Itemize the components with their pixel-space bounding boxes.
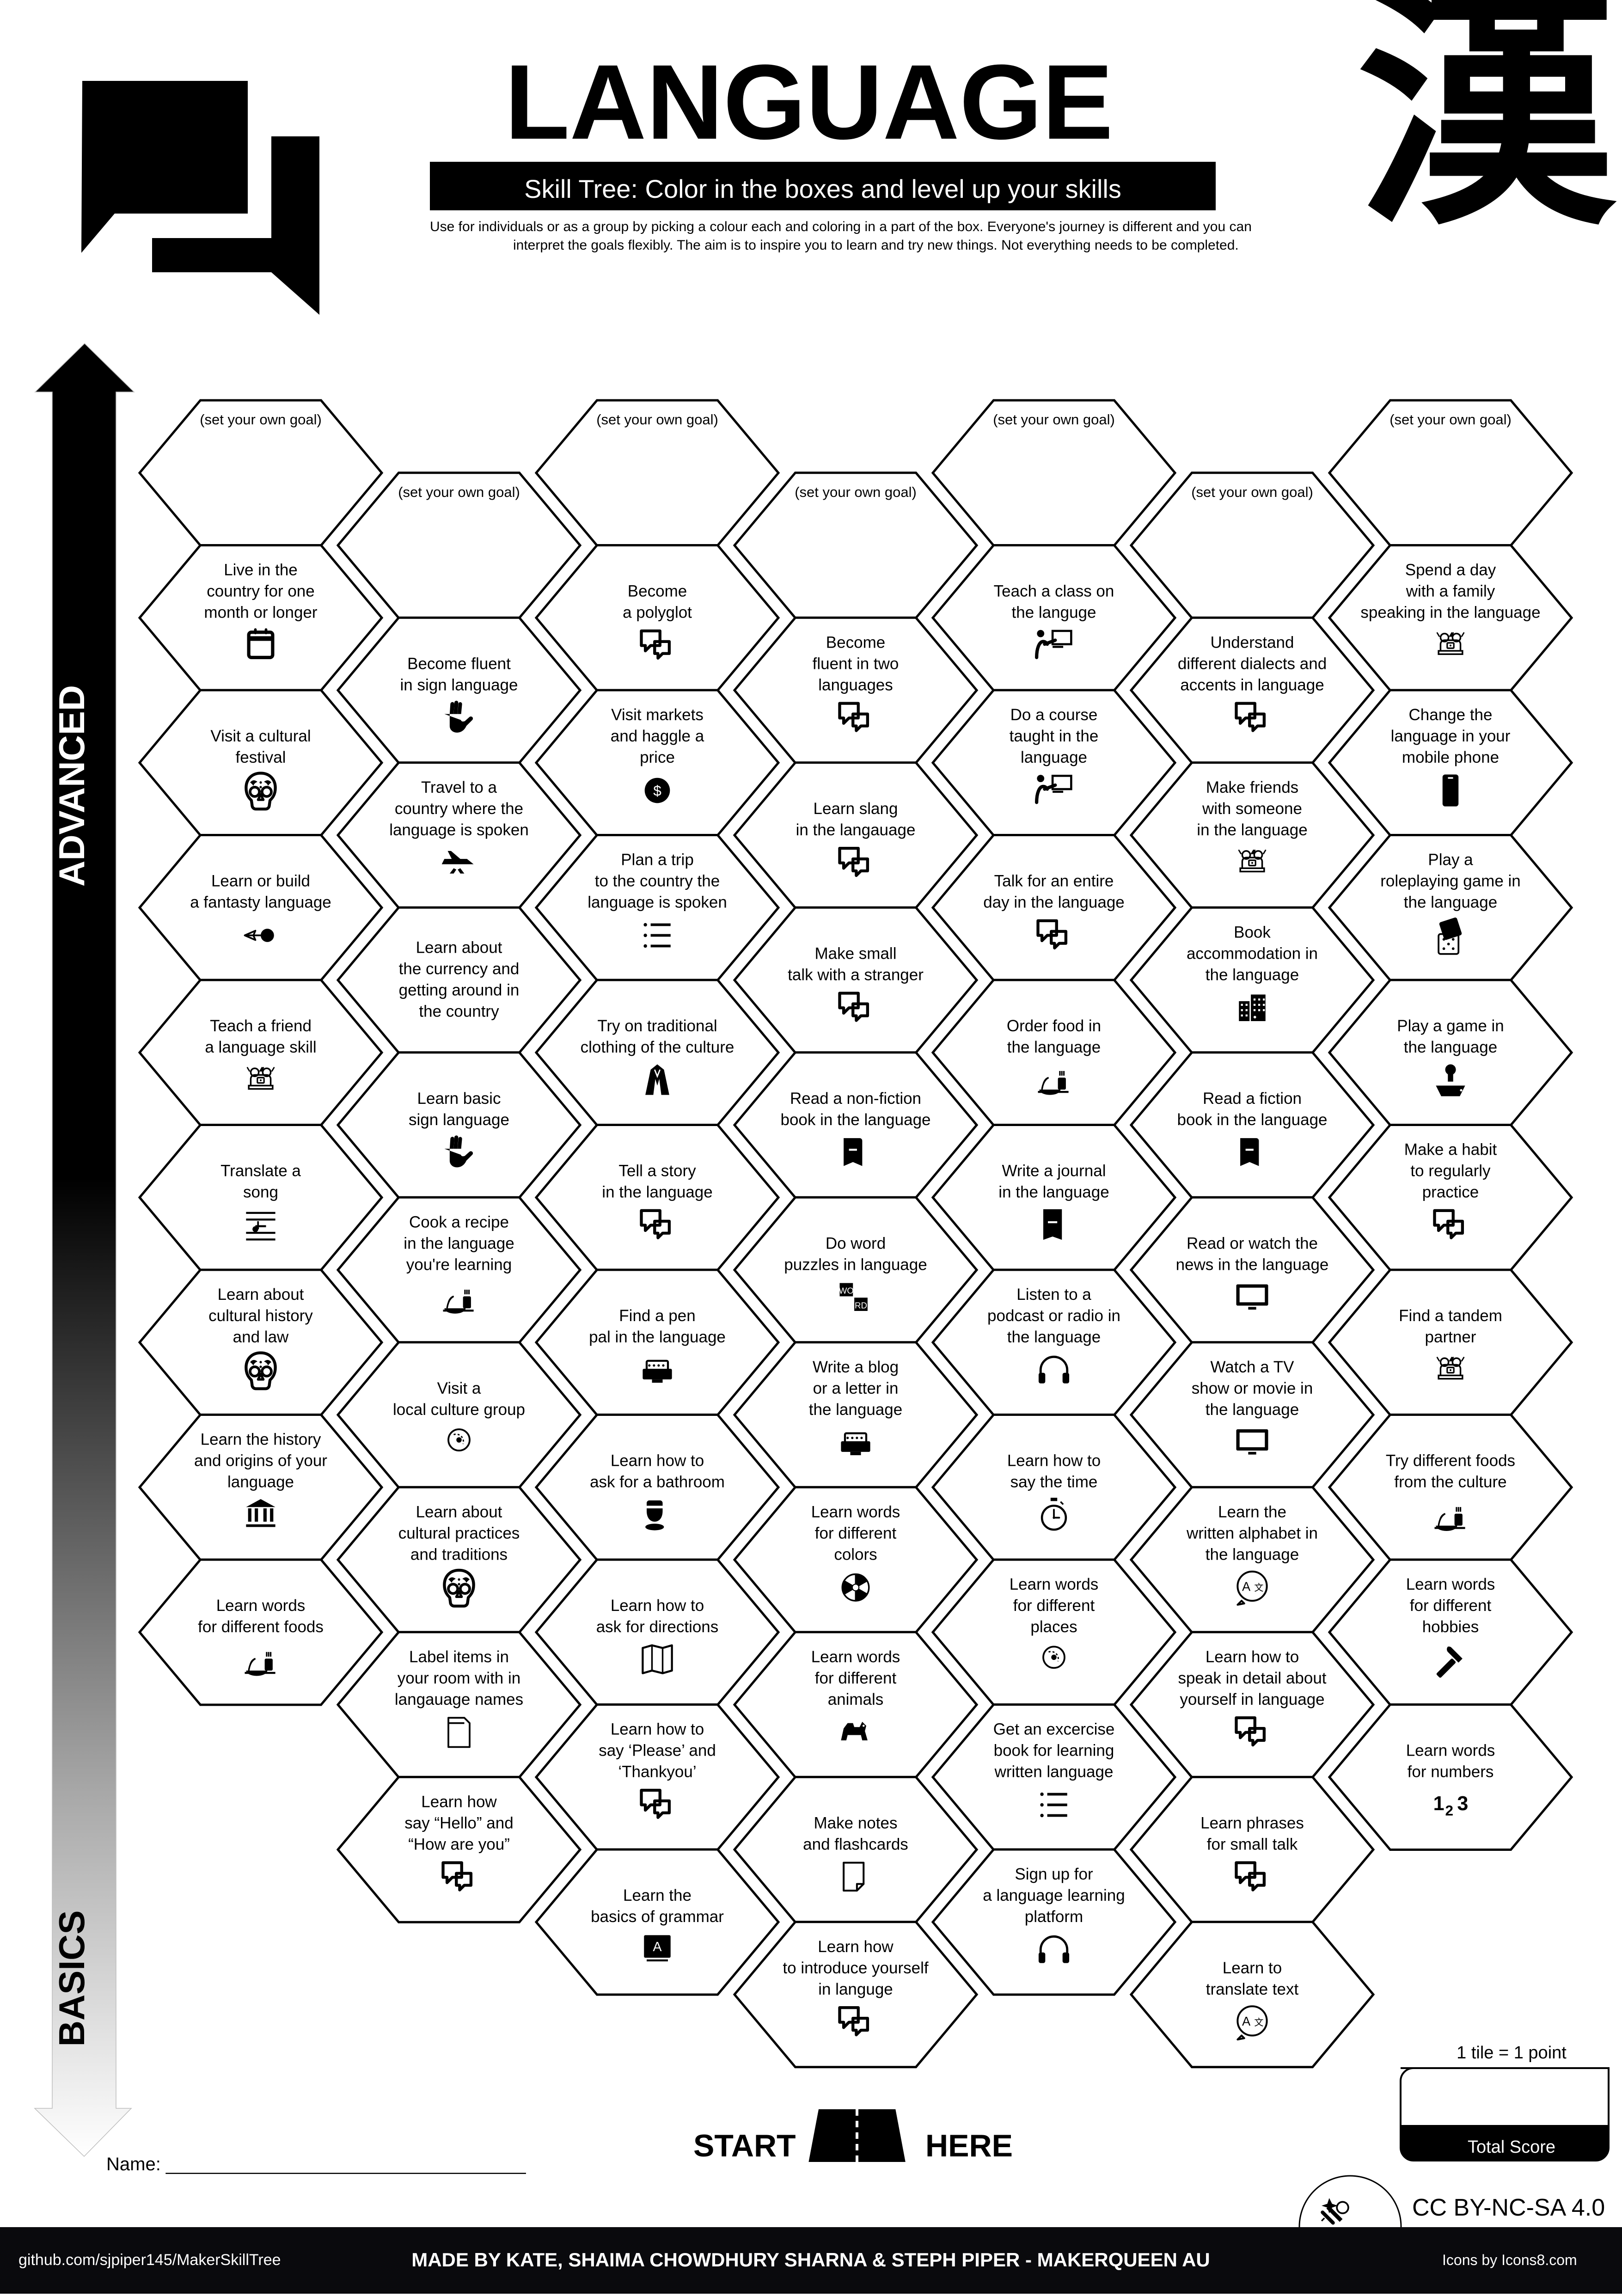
svg-text:MADE BY KATE, SHAIMA CHOWDHURY: MADE BY KATE, SHAIMA CHOWDHURY SHARNA & … [411,2249,1210,2271]
svg-text:2: 2 [1445,1802,1454,1819]
svg-text:A: A [1242,2014,1251,2028]
svg-text:1 tile = 1 point: 1 tile = 1 point [1457,2043,1567,2063]
svg-text:RD: RD [855,1300,867,1310]
svg-text:Use for individuals or as a gr: Use for individuals or as a group by pic… [430,219,1252,234]
svg-text:漢: 漢 [1357,0,1620,254]
svg-text:CC BY-NC-SA 4.0: CC BY-NC-SA 4.0 [1412,2194,1605,2221]
svg-text:(set your own goal): (set your own goal) [1389,411,1512,428]
svg-text:Name: ________________________: Name: __________________________________… [106,2154,526,2174]
svg-text:ADVANCED: ADVANCED [51,685,92,887]
svg-text:WO: WO [839,1286,854,1296]
svg-text:LANGUAGE: LANGUAGE [505,43,1113,161]
svg-text:文: 文 [1254,2017,1263,2028]
svg-text:A: A [653,1940,662,1954]
svg-text:Total Score: Total Score [1468,2137,1555,2157]
svg-text:$: $ [653,783,661,799]
svg-text:(set your own goal): (set your own goal) [398,484,520,500]
svg-text:Icons by Icons8.com: Icons by Icons8.com [1442,2252,1577,2268]
svg-text:Skill Tree: Color in the boxe: Skill Tree: Color in the boxes and level… [524,174,1121,203]
svg-text:(set your own goal): (set your own goal) [795,484,917,500]
svg-text:(set your own goal): (set your own goal) [596,411,718,428]
svg-text:(set your own goal): (set your own goal) [993,411,1115,428]
svg-text:文: 文 [1254,1582,1263,1593]
svg-text:github.com/sjpiper145/MakerSki: github.com/sjpiper145/MakerSkillTree [18,2251,281,2269]
svg-text:START: START [693,2128,796,2163]
svg-text:(set your own goal): (set your own goal) [1191,484,1313,500]
svg-text:BASICS: BASICS [51,1910,92,2047]
svg-text:A: A [1242,1579,1251,1593]
svg-text:1: 1 [1433,1793,1444,1815]
svg-text:HERE: HERE [925,2128,1013,2163]
svg-text:(set your own goal): (set your own goal) [200,411,322,428]
svg-text:interpret the goals flexibly.: interpret the goals flexibly. The aim is… [513,238,1239,253]
svg-text:3: 3 [1457,1793,1468,1815]
